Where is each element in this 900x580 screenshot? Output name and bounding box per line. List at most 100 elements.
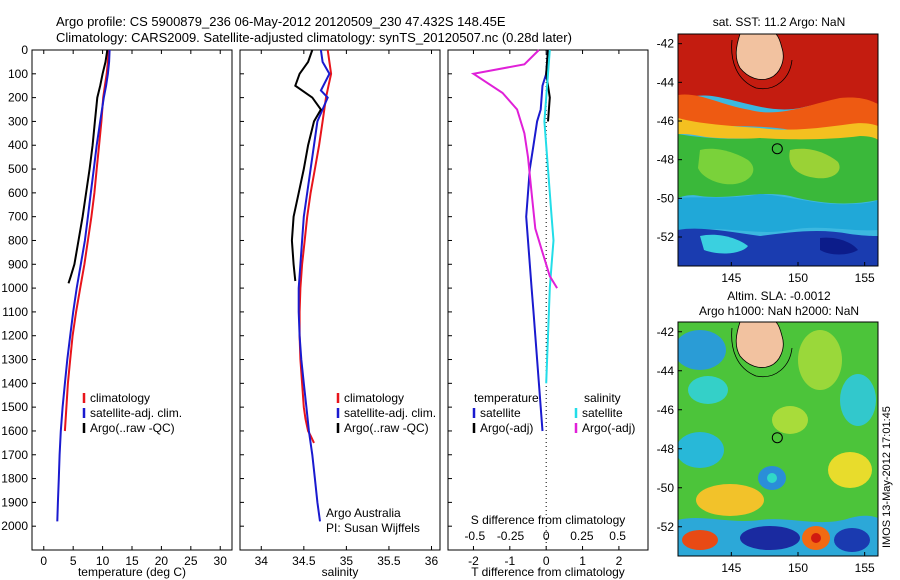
- sla-map-frame: [677, 321, 879, 557]
- y-tick-label: 100: [8, 67, 28, 81]
- temperature-axes: [31, 49, 233, 551]
- x2-tick-label: 0.5: [609, 529, 626, 543]
- map-y-tick-label: -44: [657, 364, 675, 378]
- credit-org: Argo Australia: [326, 506, 401, 520]
- difference-legend: temperaturesatelliteArgo(-adj)salinitysa…: [464, 391, 635, 543]
- y-tick-label: 300: [8, 114, 28, 128]
- y-tick-label: 1500: [1, 400, 28, 414]
- legend-label: climatology: [344, 391, 404, 405]
- map-y-tick-label: -48: [657, 442, 675, 456]
- map-x-tick-label: 150: [788, 561, 808, 575]
- map-x-tick-label: 155: [855, 271, 875, 285]
- map-y-tick-label: -46: [657, 114, 675, 128]
- map-y-tick-label: -42: [657, 37, 675, 51]
- sst-map-image: [678, 34, 878, 266]
- x-tick-label: -2: [468, 554, 479, 568]
- x2-tick-label: -0.5: [464, 529, 485, 543]
- sst-map-float-marker: [771, 143, 783, 155]
- map-y-tick-label: -48: [657, 153, 675, 167]
- sla-map-image: [678, 322, 878, 556]
- x-tick-label: 0: [40, 554, 47, 568]
- y-tick-label: 1600: [1, 424, 28, 438]
- x-tick-label: 30: [214, 554, 228, 568]
- y-tick-label: 800: [8, 233, 28, 247]
- legend-label: satellite-adj. clim.: [90, 406, 182, 420]
- y-tick-label: 500: [8, 162, 28, 176]
- y-tick-label: 700: [8, 210, 28, 224]
- x-tick-label: 34.5: [292, 554, 316, 568]
- legend-label: climatology: [90, 391, 150, 405]
- series-line-climatology: [298, 49, 333, 444]
- legend-label: Argo(-adj): [480, 421, 533, 435]
- y-tick-label: 600: [8, 186, 28, 200]
- legend-label: satellite-adj. clim.: [344, 406, 436, 420]
- x-tick-label: 34: [255, 554, 269, 568]
- legend-title: temperature: [474, 391, 539, 405]
- y-tick-label: 200: [8, 91, 28, 105]
- difference-panel: -2 -1 0 1 2 temperaturesatelliteArgo(-adj)sa…: [447, 49, 649, 579]
- y-tick-label: 400: [8, 138, 28, 152]
- salinity-panel: 34 34.5 35 35.5 36 climatologysatellite-adj.…: [239, 49, 441, 579]
- y-tick-label: 1800: [1, 472, 28, 486]
- x-tick-label: 35.5: [377, 554, 401, 568]
- imos-timestamp: IMOS 13-May-2012 17:01:45: [881, 406, 893, 548]
- sla-map-title-1: Altim. SLA: -0.0012: [727, 289, 831, 303]
- y-tick-label: 1400: [1, 376, 28, 390]
- x-tick-label: 20: [155, 554, 169, 568]
- map-y-tick-label: -52: [657, 520, 675, 534]
- header-line-2: Climatology: CARS2009. Satellite-adjuste…: [56, 30, 572, 45]
- x-tick-label: 35: [340, 554, 354, 568]
- map-y-tick-label: -44: [657, 75, 675, 89]
- map-x-tick-label: 145: [721, 271, 741, 285]
- y-tick-label: 1300: [1, 353, 28, 367]
- x-tick-label: 10: [96, 554, 110, 568]
- map-x-tick-label: 155: [855, 561, 875, 575]
- legend-title: salinity: [584, 391, 621, 405]
- map-y-tick-label: -50: [657, 191, 675, 205]
- map-x-tick-label: 145: [721, 561, 741, 575]
- series-line-satellite-adj-clim-: [56, 49, 111, 522]
- x2-tick-label: 0: [543, 529, 550, 543]
- map-y-tick-label: -50: [657, 481, 675, 495]
- series-line-climatology: [63, 49, 110, 432]
- difference-axes: [447, 49, 649, 551]
- temperature-xlabel: temperature (deg C): [78, 565, 186, 579]
- y-tick-label: 1200: [1, 329, 28, 343]
- credit-pi: PI: Susan Wijffels: [326, 521, 420, 535]
- x-tick-label: 36: [425, 554, 439, 568]
- y-tick-label: 1000: [1, 281, 28, 295]
- x-tick-label: 25: [184, 554, 198, 568]
- map-y-tick-label: -42: [657, 325, 675, 339]
- x2-tick-label: 0.25: [570, 529, 594, 543]
- sla-map-title-2: Argo h1000: NaN h2000: NaN: [699, 304, 859, 318]
- series-line-argo-raw-qc-: [67, 49, 109, 284]
- salinity-axes: [239, 49, 441, 551]
- map-x-tick-label: 150: [788, 271, 808, 285]
- x-tick-label: 1: [579, 554, 586, 568]
- s-difference-label: S difference from climatology: [471, 513, 626, 527]
- header-line-1: Argo profile: CS 5900879_236 06-May-2012…: [56, 14, 506, 29]
- y-tick-label: 1700: [1, 448, 28, 462]
- series-line-satellite: [525, 49, 549, 432]
- t-difference-label: T difference from climatology: [471, 565, 625, 579]
- series-line-argo-adj-: [470, 49, 558, 289]
- y-tick-label: 1100: [2, 305, 28, 319]
- y-tick-label: 900: [8, 257, 28, 271]
- sst-map-frame: [677, 33, 879, 267]
- x-tick-label: -1: [504, 554, 515, 568]
- x-tick-label: 2: [616, 554, 623, 568]
- salinity-xlabel: salinity: [322, 565, 359, 579]
- legend-label: Argo(-adj): [582, 421, 635, 435]
- series-line-argo-raw-qc-: [290, 49, 323, 282]
- x-tick-label: 0: [543, 554, 550, 568]
- legend-label: Argo(..raw -QC): [344, 421, 429, 435]
- sst-map-panel: sat. SST: 11.2 Argo: NaN 14: [657, 15, 879, 285]
- temperature-panel: 0 5 10 15 20 25 300100200300400500600700800900…: [1, 43, 233, 579]
- sla-map-float-marker: [771, 432, 783, 444]
- y-tick-label: 2000: [1, 519, 28, 533]
- legend-label: satellite: [480, 406, 521, 420]
- x-tick-label: 5: [70, 554, 77, 568]
